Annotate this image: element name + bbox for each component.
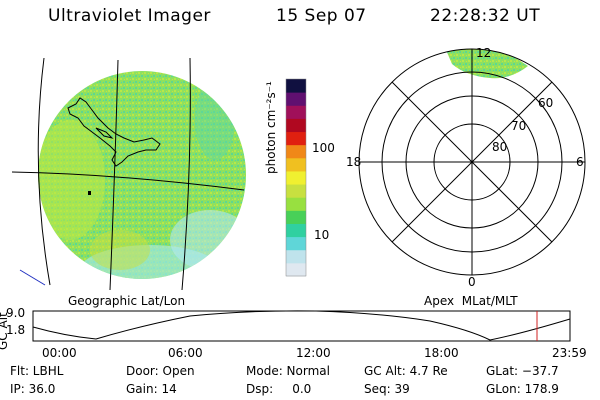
- colorbar-segment: [286, 170, 306, 185]
- mlt-label-0: 0: [468, 275, 476, 289]
- colorbar-tick-10: 10: [314, 228, 330, 242]
- ground-station-marker: [88, 191, 91, 195]
- coastline-south: [95, 127, 114, 139]
- mlt-label-12: 12: [476, 46, 492, 60]
- altitude-curve: [32, 310, 571, 341]
- altitude-xtick-2359: 23:59: [552, 346, 587, 360]
- coastline: [67, 97, 161, 167]
- colorbar-segment: [286, 249, 306, 264]
- altitude-ytick-1.8: 1.8: [6, 323, 26, 337]
- glat-value: GLat: −37.7: [486, 364, 559, 378]
- altitude-plot-frame: [32, 310, 571, 342]
- dsp-value: Dsp: 0.0: [246, 382, 312, 396]
- colorbar-segment: [286, 236, 306, 251]
- seq-value: Seq: 39: [364, 382, 410, 396]
- altitude-xtick-1800: 18:00: [424, 346, 459, 360]
- door-value: Door: Open: [126, 364, 195, 378]
- colorbar: [286, 79, 306, 277]
- mode-value: Mode: Normal: [246, 364, 330, 378]
- lat-label-70: 70: [511, 119, 527, 133]
- altitude-xtick-0600: 06:00: [168, 346, 203, 360]
- colorbar-segment: [286, 105, 306, 119]
- gc-alt-value: GC Alt: 4.7 Re: [364, 364, 448, 378]
- colorbar-segment: [286, 184, 306, 198]
- colorbar-segment: [286, 131, 306, 146]
- mlt-label-6: 6: [576, 155, 584, 169]
- colorbar-segment: [286, 197, 306, 211]
- lat-label-80: 80: [492, 140, 508, 154]
- mlt-label-18: 18: [346, 155, 362, 169]
- polar-aurora: [446, 49, 528, 79]
- altitude-ytick-9: 9.0: [6, 306, 26, 320]
- glon-value: GLon: 178.9: [486, 382, 559, 396]
- colorbar-label: photon cm⁻²s⁻¹: [264, 81, 278, 174]
- colorbar-segment: [286, 223, 306, 238]
- instrument-title: Ultraviolet Imager: [48, 6, 211, 26]
- colorbar-segment: [286, 210, 306, 224]
- geographic-caption: Geographic Lat/Lon: [68, 294, 186, 308]
- colorbar-segment: [286, 144, 306, 159]
- colorbar-segment: [286, 157, 306, 172]
- ip-value: IP: 36.0: [10, 382, 56, 396]
- colorbar-segment: [286, 262, 306, 277]
- geo-grid: [11, 57, 245, 291]
- gain-value: Gain: 14: [126, 382, 177, 396]
- colorbar-segment: [286, 79, 306, 93]
- altitude-xtick-0000: 00:00: [42, 346, 77, 360]
- filter-value: Flt: LBHL: [10, 364, 64, 378]
- uv-image-disk: [38, 71, 246, 279]
- date-label: 15 Sep 07: [276, 6, 367, 26]
- time-label: 22:28:32 UT: [430, 6, 541, 26]
- lat-label-60: 60: [538, 96, 554, 110]
- altitude-xtick-1200: 12:00: [296, 346, 331, 360]
- colorbar-segment: [286, 118, 306, 133]
- polar-grid: [358, 48, 586, 276]
- colorbar-tick-100: 100: [312, 141, 335, 155]
- colorbar-segment: [286, 92, 306, 106]
- apex-caption: Apex MLat/MLT: [424, 294, 518, 308]
